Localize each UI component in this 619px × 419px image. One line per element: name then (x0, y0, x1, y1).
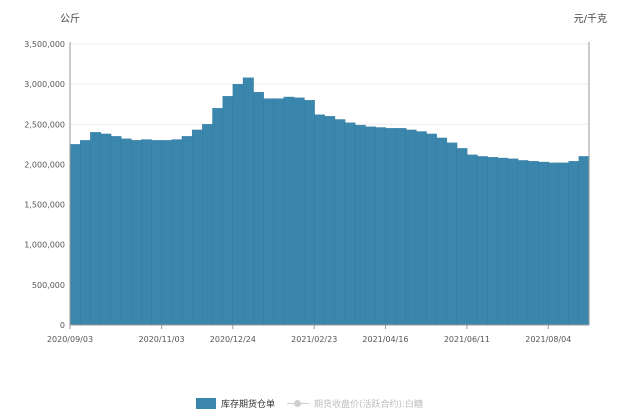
area-bar (130, 140, 142, 326)
area-bar (395, 128, 407, 326)
left-axis-unit: 公斤 (60, 14, 80, 25)
area-bar (375, 127, 387, 326)
area-bar (242, 77, 254, 326)
area-bar (497, 157, 509, 326)
area-bar (100, 133, 112, 326)
area-bar (151, 140, 163, 326)
area-bar (344, 122, 356, 326)
x-tick-label: 2020/12/24 (210, 335, 256, 344)
area-bar (120, 138, 132, 326)
area-bar (527, 161, 539, 326)
area-bar (405, 129, 417, 326)
area-bar (415, 131, 427, 326)
area-bar (548, 162, 560, 326)
y-tick-label: 0 (60, 321, 65, 330)
x-tick-label: 2020/11/03 (139, 335, 185, 344)
legend-item-price[interactable]: 期货收盘价(活跃合约):白糖 (286, 397, 424, 410)
area-bar (314, 114, 325, 326)
area-bar (303, 100, 315, 326)
area-bar (171, 139, 183, 326)
area-bar (426, 133, 437, 326)
area-bar (253, 92, 264, 326)
area-bar (456, 148, 468, 326)
area-bar (181, 136, 193, 326)
y-tick-label: 500,000 (32, 281, 65, 290)
legend-swatch-price (286, 398, 309, 409)
area-bar (507, 158, 519, 326)
area-bar (334, 119, 346, 326)
area-bar (69, 144, 81, 326)
area-bar (476, 156, 488, 326)
area-bar (222, 96, 234, 326)
area-bar (487, 157, 498, 326)
area-bar (191, 129, 203, 326)
legend-swatch-inventory (195, 398, 216, 409)
area-bar (283, 96, 295, 326)
x-tick-label: 2020/09/03 (47, 335, 93, 344)
area-bar (90, 132, 102, 326)
legend-label-price: 期货收盘价(活跃合约):白糖 (313, 400, 424, 410)
legend-label-inventory: 库存期货仓单 (220, 400, 275, 410)
area-bar (466, 154, 478, 326)
area-bar (141, 139, 152, 326)
y-tick-label: 1,500,000 (24, 201, 65, 210)
chart-legend: 库存期货仓单 期货收盘价(活跃合约):白糖 (0, 397, 619, 410)
area-bar (324, 116, 336, 326)
y-tick-label: 3,000,000 (24, 80, 65, 89)
y-tick-label: 2,500,000 (24, 120, 65, 129)
area-bar (364, 126, 376, 326)
x-tick-label: 2021/06/11 (444, 335, 490, 344)
area-bar (568, 161, 580, 326)
x-tick-label: 2021/08/04 (525, 335, 571, 344)
area-bar (354, 124, 366, 326)
area-bar (202, 124, 214, 326)
area-bar (263, 98, 275, 326)
y-tick-label: 1,000,000 (24, 241, 65, 250)
x-tick-label: 2021/04/16 (362, 335, 408, 344)
area-bar (385, 128, 397, 326)
right-axis-unit: 元/千克 (573, 14, 607, 25)
y-tick-label: 2,000,000 (24, 160, 65, 169)
area-bar (446, 142, 458, 326)
area-bar (80, 140, 91, 326)
area-bar (232, 83, 244, 326)
area-bar (110, 136, 122, 326)
y-tick-label: 3,500,000 (24, 40, 65, 49)
area-chart: 0 500,000 1,000,000 1,500,000 2,000,000 2,500… (24, 40, 590, 344)
area-bar (517, 160, 529, 326)
area-bar (212, 108, 224, 326)
area-bar (558, 162, 570, 326)
area-bar (161, 140, 173, 326)
area-bar (578, 156, 590, 326)
legend-item-inventory[interactable]: 库存期货仓单 (195, 397, 275, 410)
area-bar (537, 161, 549, 326)
area-bar (273, 98, 285, 326)
x-tick-label: 2021/02/23 (291, 335, 337, 344)
area-bar (293, 97, 305, 326)
area-bar (436, 137, 448, 326)
